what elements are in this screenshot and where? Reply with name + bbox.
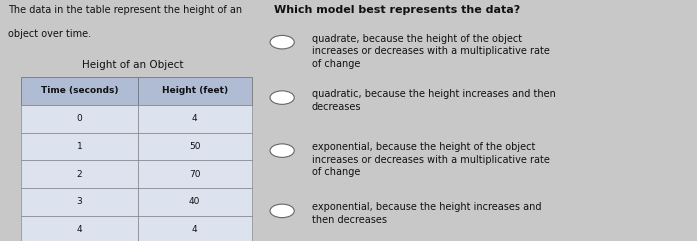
Bar <box>138 188 252 216</box>
Text: 1: 1 <box>77 142 82 151</box>
Text: exponential, because the height increases and
then decreases: exponential, because the height increase… <box>312 202 541 225</box>
Text: Height of an Object: Height of an Object <box>82 60 183 70</box>
Text: 70: 70 <box>189 170 201 179</box>
Bar <box>21 216 138 241</box>
Text: object over time.: object over time. <box>8 29 91 39</box>
Text: 4: 4 <box>77 225 82 234</box>
Text: 4: 4 <box>192 114 197 123</box>
Text: Height (feet): Height (feet) <box>162 87 228 95</box>
Bar <box>138 133 252 160</box>
Text: 3: 3 <box>77 197 82 206</box>
Text: Time (seconds): Time (seconds) <box>40 87 118 95</box>
Circle shape <box>270 35 294 49</box>
Text: quadrate, because the height of the object
increases or decreases with a multipl: quadrate, because the height of the obje… <box>312 34 549 68</box>
Text: 0: 0 <box>77 114 82 123</box>
Bar <box>21 160 138 188</box>
Text: quadratic, because the height increases and then
decreases: quadratic, because the height increases … <box>312 89 556 112</box>
Bar <box>138 160 252 188</box>
Bar <box>138 216 252 241</box>
Circle shape <box>270 91 294 104</box>
Text: Which model best represents the data?: Which model best represents the data? <box>273 5 520 15</box>
Circle shape <box>270 144 294 157</box>
Bar <box>138 105 252 133</box>
Text: 50: 50 <box>189 142 201 151</box>
Bar <box>138 77 252 105</box>
Text: 4: 4 <box>192 225 197 234</box>
Bar <box>21 77 138 105</box>
Bar <box>21 133 138 160</box>
Text: 2: 2 <box>77 170 82 179</box>
Bar <box>21 105 138 133</box>
Text: exponential, because the height of the object
increases or decreases with a mult: exponential, because the height of the o… <box>312 142 549 177</box>
Circle shape <box>270 204 294 218</box>
Text: 40: 40 <box>189 197 200 206</box>
Text: The data in the table represent the height of an: The data in the table represent the heig… <box>8 5 242 15</box>
Bar <box>21 188 138 216</box>
